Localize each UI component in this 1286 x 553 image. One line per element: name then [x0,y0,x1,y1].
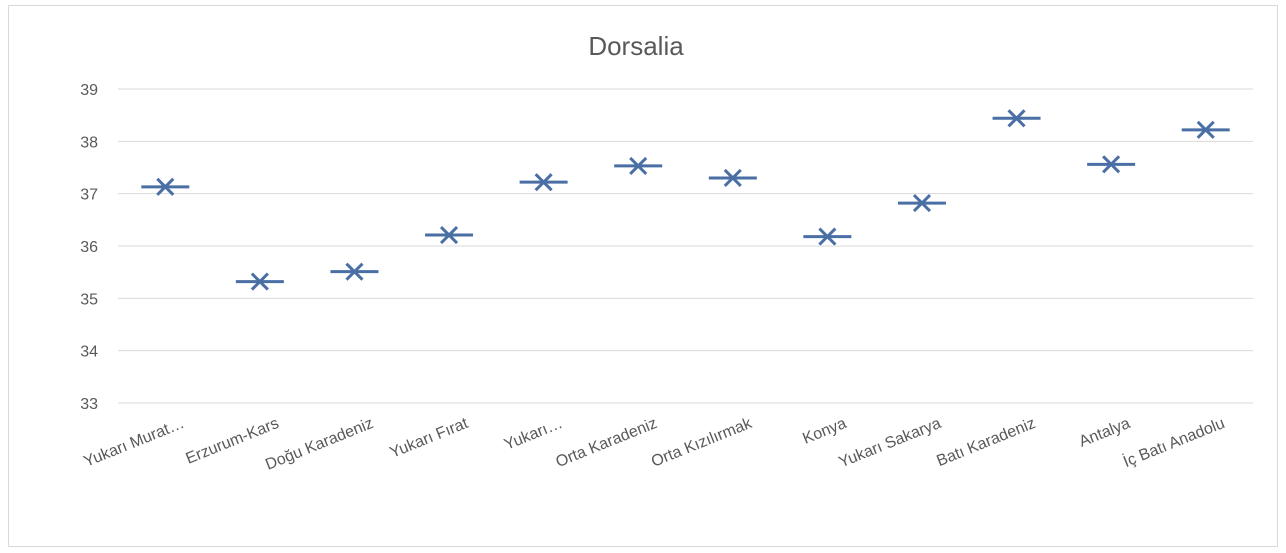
y-tick-label: 39 [80,82,98,99]
data-point [330,262,379,281]
x-tick-label: Orta Karadeniz [554,415,660,471]
y-tick-label: 36 [80,239,98,256]
data-point [519,173,568,192]
data-point [614,156,663,175]
data-point [1087,155,1136,174]
y-tick-label: 38 [80,134,98,151]
data-points [141,109,1230,291]
x-tick-label: Yukarı Murat… [81,415,186,471]
x-tick-label: Batı Karadeniz [934,415,1038,470]
data-point [897,194,946,213]
chart-area [8,5,1278,547]
x-tick-label: Konya [800,415,849,448]
chart-title: Dorsalia [588,31,684,61]
data-point [992,109,1041,128]
y-tick-label: 35 [80,291,98,308]
x-tick-label: Orta Kızılırmak [649,415,755,471]
y-tick-label: 34 [80,344,98,361]
data-point [1181,120,1230,139]
data-point [425,225,474,245]
gridlines [118,88,1253,404]
data-point [235,272,284,291]
y-tick-label: 33 [80,396,98,413]
x-tick-label: İç Batı Anadolu [1120,413,1227,471]
data-point [708,168,757,188]
y-tick-label: 37 [80,187,98,204]
x-tick-label: Yukarı Sakarya [836,415,943,471]
x-tick-label: Yukarı… [502,415,565,454]
data-point [803,227,852,246]
x-tick-label: Doğu Karadeniz [263,415,376,474]
x-tick-label: Antalya [1077,415,1133,451]
x-tick-label: Yukarı Fırat [387,415,471,462]
data-point [141,177,190,196]
y-axis-ticks: 33 34 35 36 37 38 39 [80,82,98,413]
